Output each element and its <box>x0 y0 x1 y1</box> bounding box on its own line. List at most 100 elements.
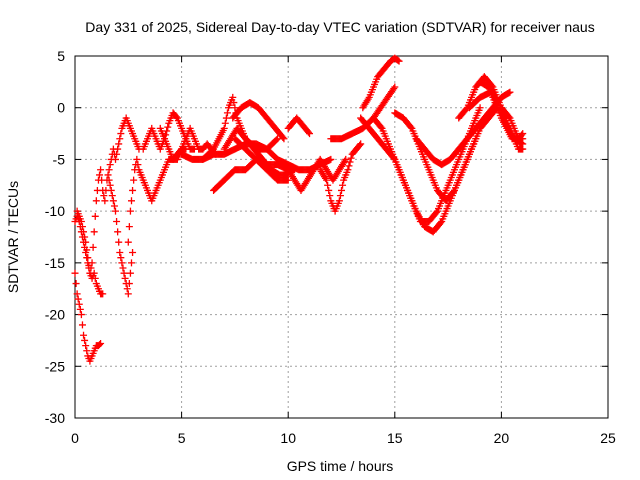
data-point <box>116 249 124 257</box>
x-tick-label: 0 <box>71 430 79 446</box>
data-point <box>82 238 90 246</box>
data-point <box>164 123 172 131</box>
data-point <box>338 186 345 194</box>
data-point <box>284 176 292 184</box>
data-point <box>108 192 116 200</box>
y-axis-label: SDTVAR / TECUs <box>5 181 21 293</box>
data-point <box>221 119 229 127</box>
y-tick-label: -30 <box>45 410 65 426</box>
data-point <box>121 274 129 282</box>
series-arc11 <box>229 99 288 143</box>
data-point <box>347 154 355 162</box>
data-point <box>101 197 109 205</box>
data-point <box>106 161 114 169</box>
data-point <box>279 133 287 141</box>
data-point <box>97 340 105 348</box>
data-point <box>519 140 527 148</box>
data-point <box>115 238 123 246</box>
data-point <box>124 238 132 246</box>
data-point <box>125 280 133 288</box>
data-point <box>356 141 364 149</box>
data-point <box>107 186 115 194</box>
y-tick-label: 0 <box>57 100 65 116</box>
data-point <box>97 166 105 174</box>
data-point <box>115 140 123 148</box>
data-point <box>126 207 134 215</box>
data-point <box>100 192 108 200</box>
data-point <box>116 135 124 143</box>
data-point <box>462 105 470 113</box>
data-point <box>345 162 353 170</box>
data-point <box>72 280 80 288</box>
data-point <box>129 249 137 257</box>
data-point <box>92 197 100 205</box>
series-arc1 <box>71 269 105 365</box>
data-point <box>114 145 122 153</box>
chart-title: Day 331 of 2025, Sidereal Day-to-day VTE… <box>85 19 594 35</box>
series-arc13 <box>210 155 292 194</box>
data-point <box>86 269 94 277</box>
axis-ticks: 0 5 10 15 20 25 5 0 -5 -10 -15 -20 -25 -30 <box>45 48 616 446</box>
data-point <box>432 208 440 216</box>
data-point <box>391 83 399 91</box>
data-point <box>323 176 331 184</box>
data-point <box>505 113 513 121</box>
series-arc6 <box>139 109 198 153</box>
data-point <box>75 300 83 308</box>
x-tick-label: 15 <box>387 430 403 446</box>
data-point <box>274 135 282 143</box>
data-point <box>117 254 125 262</box>
data-point <box>437 219 445 227</box>
data-point <box>280 135 288 143</box>
x-tick-label: 5 <box>178 430 186 446</box>
data-point <box>229 93 237 101</box>
data-point <box>96 341 104 349</box>
data-point <box>83 246 91 254</box>
data-point <box>113 150 121 158</box>
data-point <box>71 269 79 277</box>
data-point <box>83 347 91 355</box>
data-point <box>336 192 344 200</box>
data-point <box>130 176 138 184</box>
data-point <box>120 269 128 277</box>
data-point <box>230 99 238 107</box>
data-point <box>104 171 112 179</box>
data-point <box>127 259 135 267</box>
plot-frame <box>74 55 609 419</box>
data-point <box>112 207 120 215</box>
data-point <box>81 336 89 344</box>
data-point <box>110 202 118 210</box>
data-point <box>81 233 89 241</box>
data-point <box>306 130 314 138</box>
data-point <box>326 192 334 200</box>
data-point <box>105 166 113 174</box>
data-point <box>407 123 415 131</box>
y-tick-label: -20 <box>45 307 65 323</box>
data-point <box>119 264 127 272</box>
data-point <box>390 85 398 93</box>
data-point <box>106 181 114 189</box>
data-point <box>304 128 312 136</box>
data-point <box>91 212 99 220</box>
x-tick-label: 20 <box>494 430 510 446</box>
data-point <box>449 188 457 196</box>
data-point <box>127 197 135 205</box>
data-point <box>88 259 96 267</box>
y-tick-label: -25 <box>45 358 65 374</box>
data-point <box>89 243 97 251</box>
x-axis-label: GPS time / hours <box>287 458 394 474</box>
data-point <box>84 254 92 262</box>
series-arc16 <box>316 140 365 215</box>
data-point <box>335 197 343 205</box>
y-tick-label: 5 <box>57 48 65 64</box>
data-point <box>77 217 85 225</box>
data-point <box>223 109 231 117</box>
x-tick-label: 10 <box>280 430 296 446</box>
data-point <box>172 113 180 121</box>
data-point <box>346 158 354 166</box>
data-point <box>78 223 86 231</box>
data-point <box>325 186 333 194</box>
data-point <box>129 186 137 194</box>
data-point <box>124 290 132 298</box>
